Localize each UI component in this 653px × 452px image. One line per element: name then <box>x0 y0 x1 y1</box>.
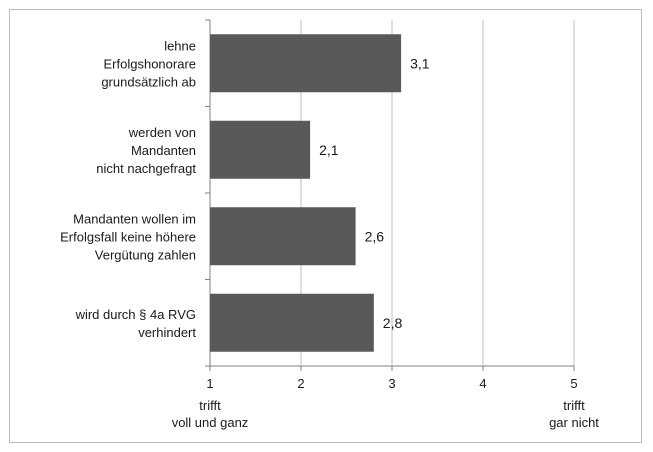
x-tick-label-2: 2 <box>297 376 304 391</box>
x-tick-label-1: 1 <box>206 376 213 391</box>
bar-3 <box>210 293 374 352</box>
data-label-2: 2,6 <box>365 228 385 244</box>
category-label-0: lehne Erfolgshonorare grundsätzlich ab <box>101 38 196 89</box>
chart-frame <box>9 9 642 443</box>
data-label-0: 3,1 <box>410 55 430 71</box>
bar-1 <box>210 120 311 179</box>
bar-0 <box>210 34 402 93</box>
category-label-3: wird durch § 4a RVG verhindert <box>75 307 197 340</box>
bar-2 <box>210 207 356 266</box>
x-tick-label-3: 3 <box>388 376 395 391</box>
x-tick-label-5: 5 <box>570 376 577 391</box>
right-end-label: trifft gar nicht <box>549 398 599 430</box>
category-label-2: Mandanten wollen im Erfolgsfall keine höh… <box>60 211 196 262</box>
category-label-1: werden von Mandanten nicht nachgefragt <box>96 125 196 176</box>
data-label-3: 2,8 <box>383 315 403 331</box>
x-tick-label-4: 4 <box>479 376 486 391</box>
left-end-label: trifft voll und ganz <box>172 398 249 430</box>
data-label-1: 2,1 <box>319 142 339 158</box>
